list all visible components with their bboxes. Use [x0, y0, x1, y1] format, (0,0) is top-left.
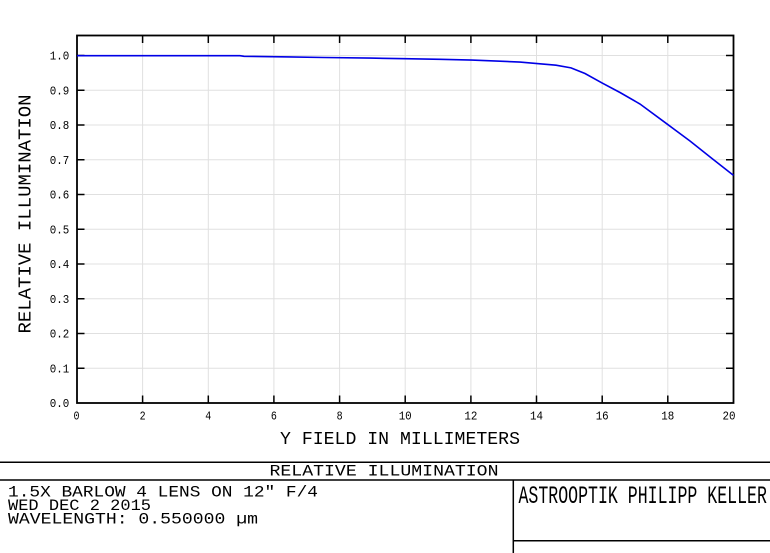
svg-text:RELATIVE ILLUMINATION: RELATIVE ILLUMINATION	[270, 463, 499, 481]
svg-text:0.9: 0.9	[50, 84, 70, 98]
svg-text:0.0: 0.0	[50, 397, 70, 411]
svg-text:2: 2	[140, 410, 146, 424]
svg-text:6: 6	[271, 410, 277, 424]
svg-text:WAVELENGTH: 0.550000 µm: WAVELENGTH: 0.550000 µm	[8, 511, 258, 529]
svg-text:14: 14	[530, 410, 543, 424]
svg-text:0.8: 0.8	[50, 119, 70, 133]
svg-text:0.7: 0.7	[50, 154, 70, 168]
svg-text:0: 0	[74, 410, 80, 424]
svg-text:0.6: 0.6	[50, 189, 70, 203]
svg-text:4: 4	[205, 410, 211, 424]
svg-text:0.3: 0.3	[50, 293, 70, 307]
svg-text:0.5: 0.5	[50, 223, 70, 237]
svg-text:1.0: 1.0	[50, 50, 70, 64]
svg-text:18: 18	[661, 410, 674, 424]
svg-text:0.1: 0.1	[50, 362, 70, 376]
svg-text:RELATIVE ILLUMINATION: RELATIVE ILLUMINATION	[17, 95, 37, 334]
svg-text:10: 10	[399, 410, 412, 424]
svg-text:0.2: 0.2	[50, 328, 70, 342]
svg-text:20: 20	[723, 410, 736, 424]
svg-text:1.5X BARLOW 4 LENS ON 12" F/4: 1.5X BARLOW 4 LENS ON 12" F/4	[8, 484, 318, 502]
svg-text:ASTROOPTIK PHILIPP KELLER: ASTROOPTIK PHILIPP KELLER	[519, 482, 767, 511]
svg-text:16: 16	[596, 410, 609, 424]
svg-text:8: 8	[337, 410, 343, 424]
svg-text:Y FIELD IN MILLIMETERS: Y FIELD IN MILLIMETERS	[280, 430, 520, 450]
svg-text:WED DEC 2 2015: WED DEC 2 2015	[8, 497, 151, 515]
svg-text:0.4: 0.4	[50, 258, 70, 272]
svg-text:12: 12	[464, 410, 477, 424]
